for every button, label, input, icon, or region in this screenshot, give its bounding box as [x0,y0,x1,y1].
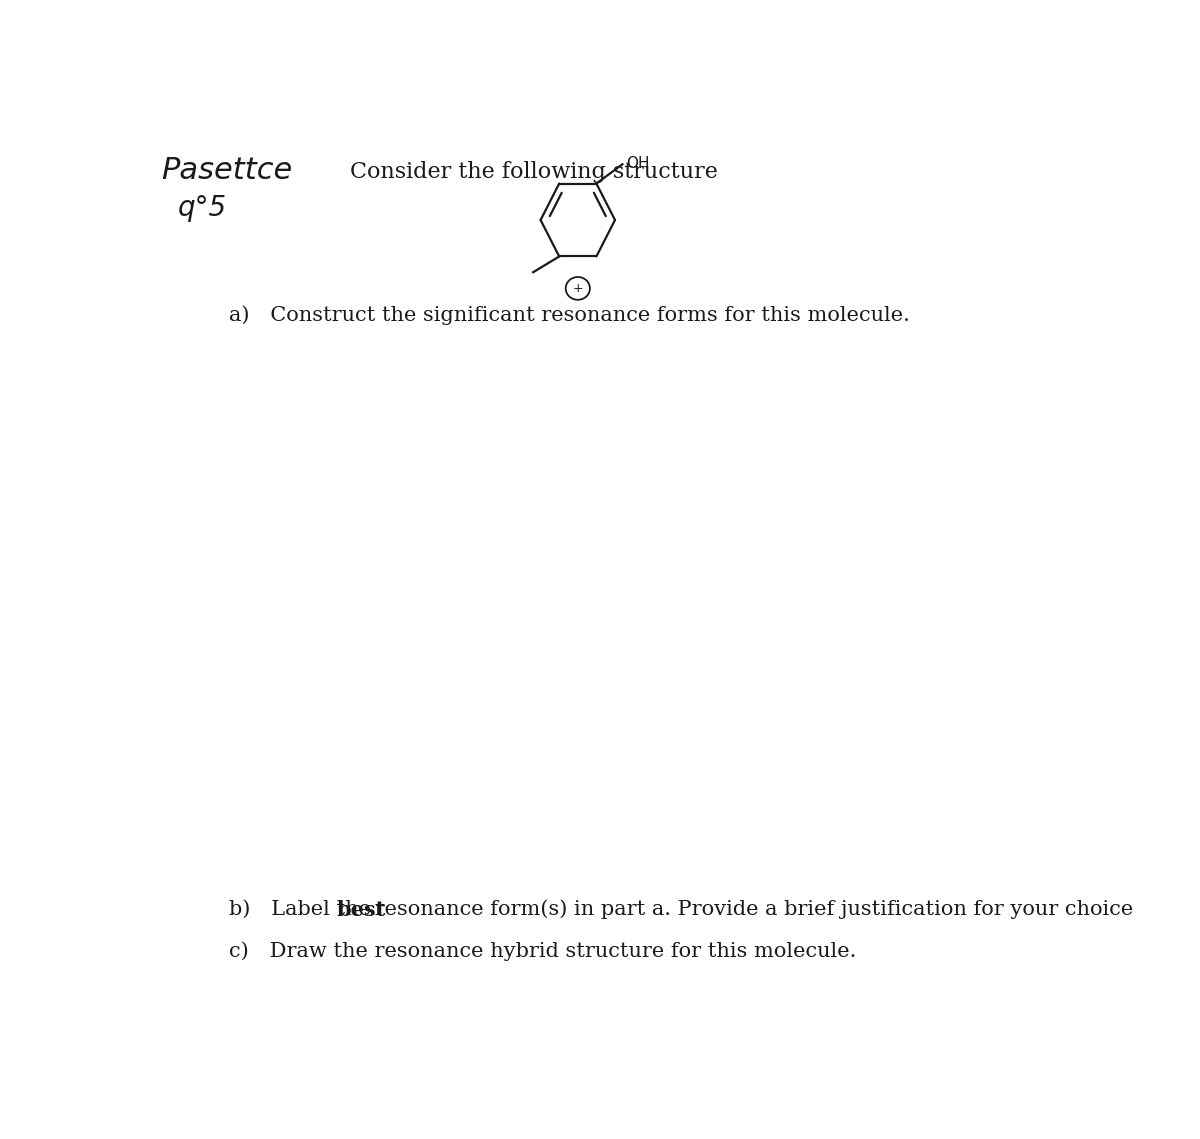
Text: q°5: q°5 [178,194,227,222]
Text: best: best [337,900,386,919]
Text: c) Draw the resonance hybrid structure for this molecule.: c) Draw the resonance hybrid structure f… [229,942,857,961]
Text: Pasettce: Pasettce [161,156,293,185]
Text: resonance form(s) in part a. Provide a brief justification for your choice: resonance form(s) in part a. Provide a b… [367,900,1133,919]
Text: b) Label the: b) Label the [229,900,378,919]
Text: a) Construct the significant resonance forms for this molecule.: a) Construct the significant resonance f… [229,305,910,325]
Text: +: + [572,282,583,295]
Text: OH: OH [626,156,649,171]
Text: Consider the following structure: Consider the following structure [350,162,718,183]
